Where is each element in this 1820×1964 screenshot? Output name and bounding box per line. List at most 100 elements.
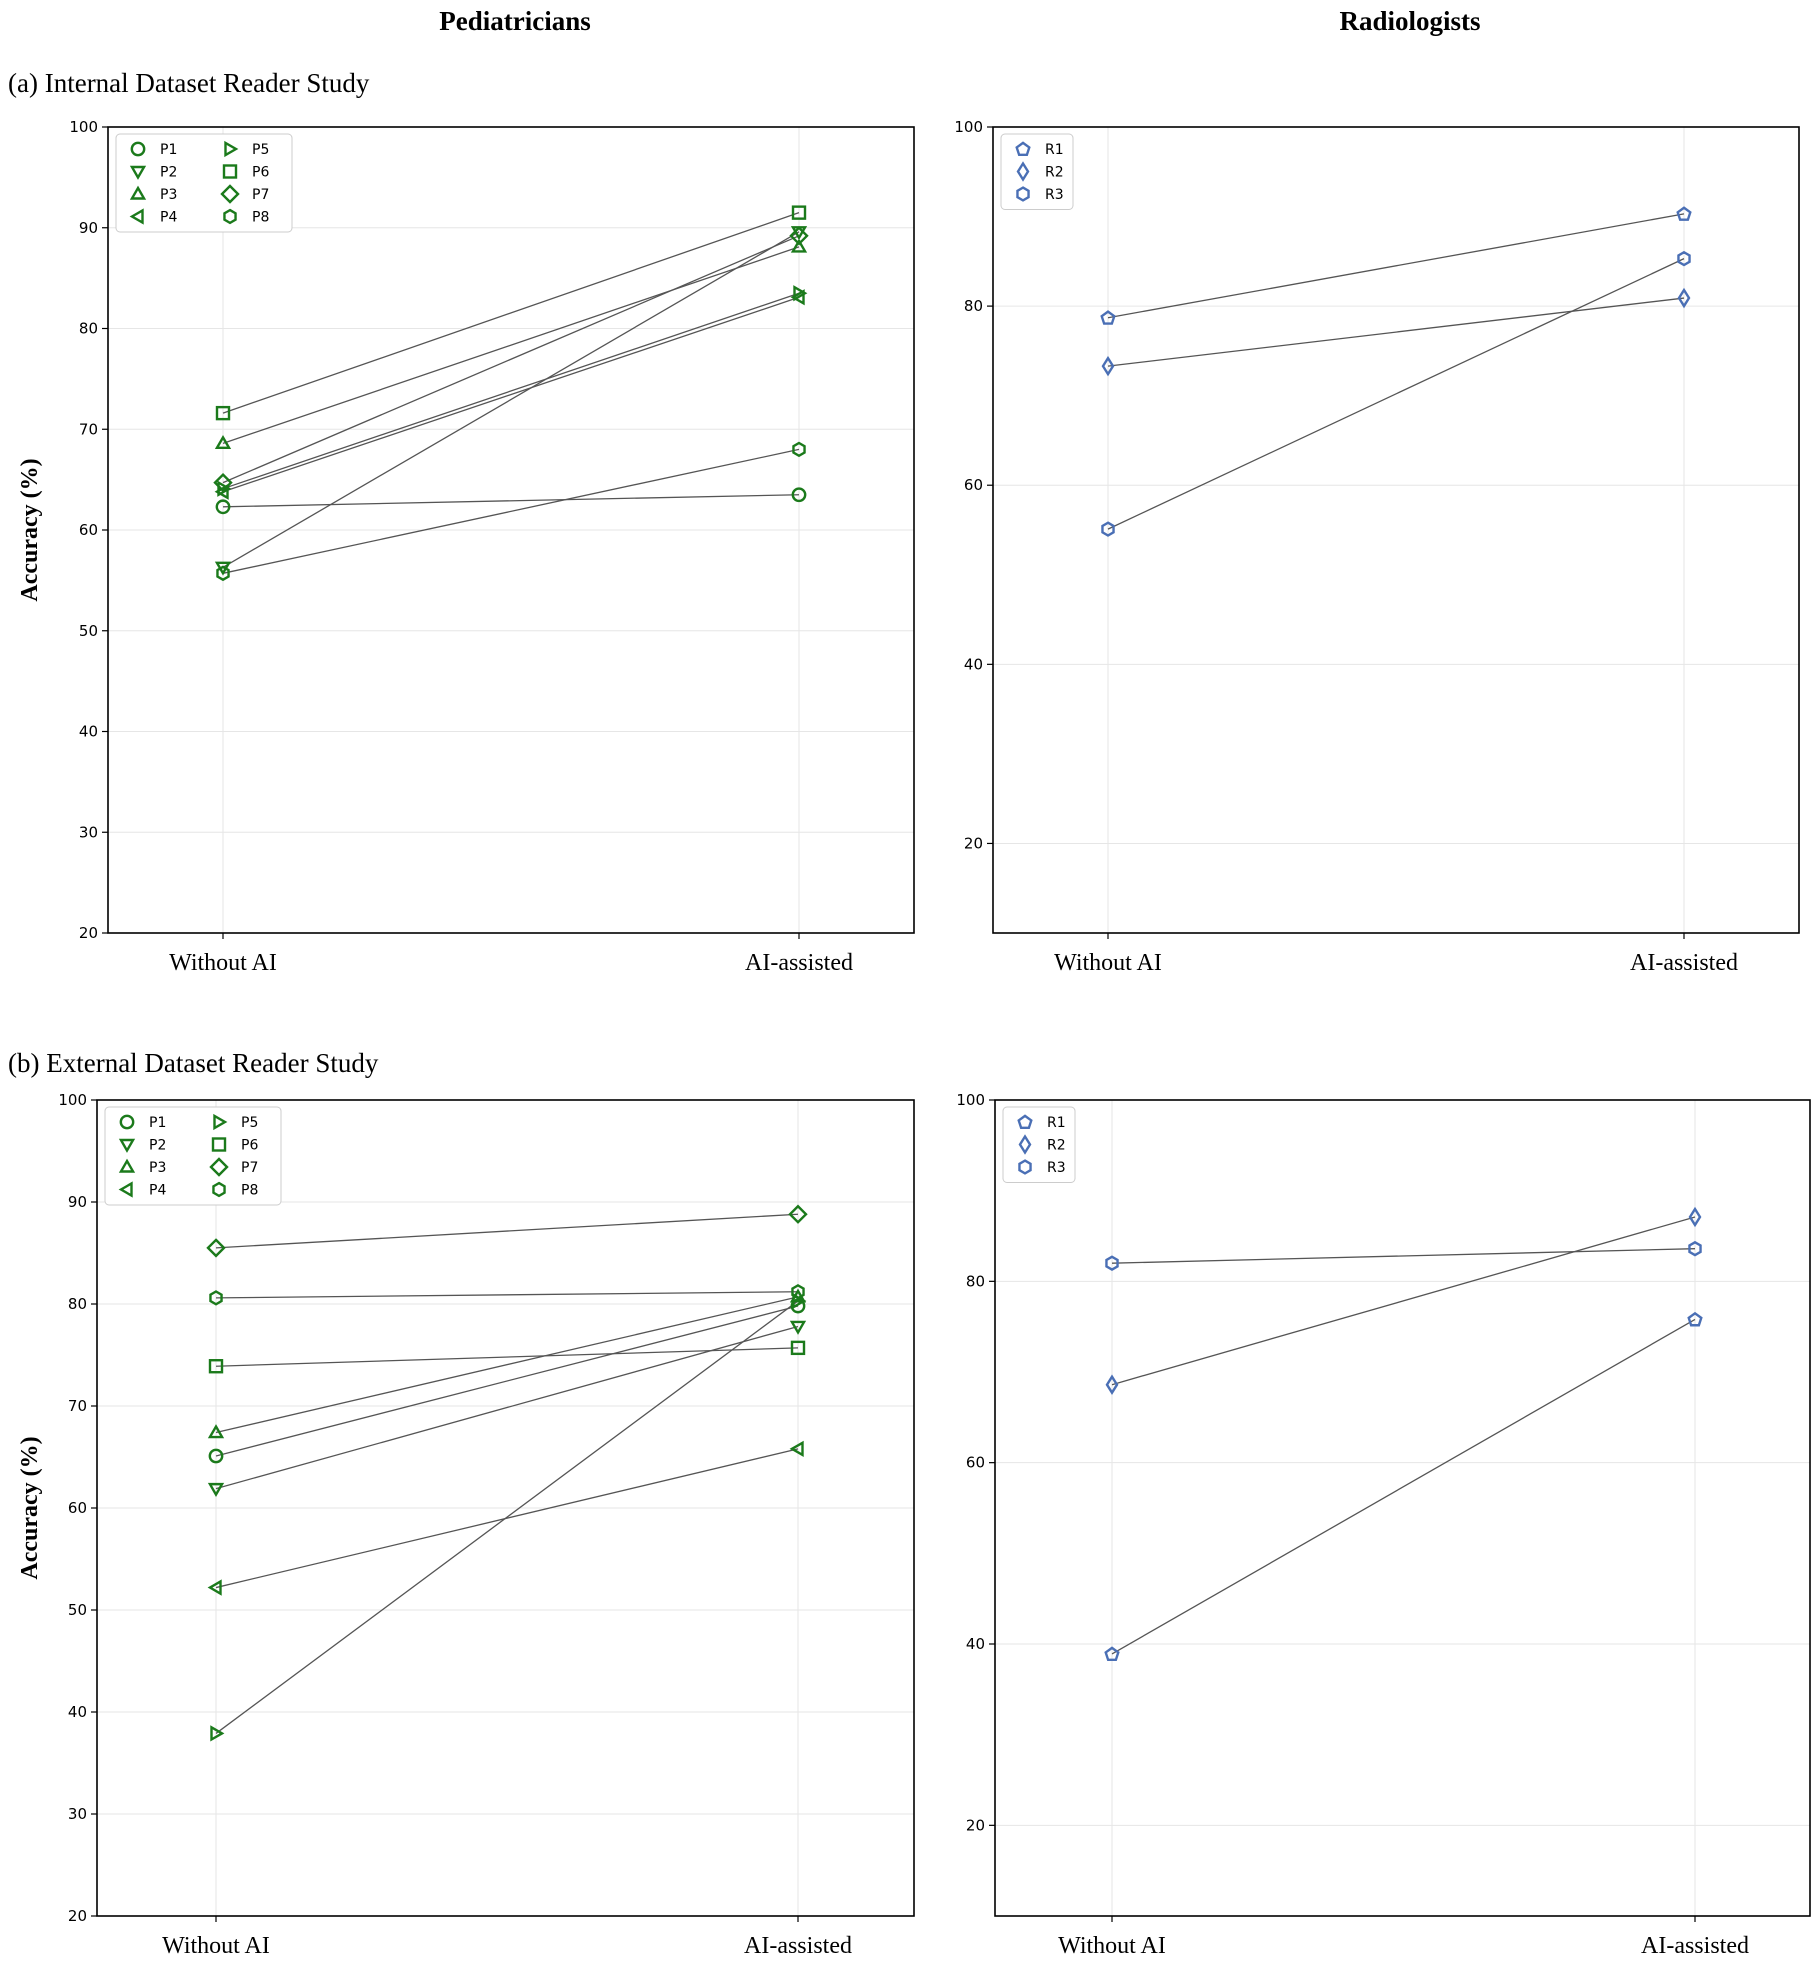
chart-b-rad: 20 40 60 80 100 Without AI AI-assisted R1 R2 R3 [956,1091,1811,1959]
data-point-r3 [1688,1240,1702,1257]
x-tick-label: Without AI [1058,1933,1166,1959]
y-tick-label: 80 [966,1272,985,1290]
section-label-internal: (a) Internal Dataset Reader Study [8,68,370,98]
legend-marker-r1 [1015,141,1031,157]
series-line-p4 [222,296,800,493]
y-tick-label: 60 [79,521,98,539]
data-point-p3 [790,238,808,253]
legend-marker-p3 [118,1158,136,1173]
y-tick-label: 100 [69,118,98,136]
data-point-p6 [791,205,807,220]
x-tick-label: AI-assisted [1641,1933,1749,1959]
y-tick-label: 100 [58,1091,87,1109]
data-point-p7 [213,472,233,493]
data-point-p3 [214,434,232,450]
y-tick-label: 20 [964,834,983,852]
charts: 20 30 40 50 60 70 80 90 100 Without AI AI-assisted… [17,118,1811,1959]
legend-marker-p3 [129,185,147,200]
y-tick-label: 40 [964,655,983,673]
legend-label-r2: R2 [1047,1138,1066,1154]
data-point-r1 [1687,1311,1703,1327]
legend-label-p1: P1 [149,1115,166,1131]
legend-marker-r3 [1016,186,1030,202]
series-line-p8 [215,1291,799,1299]
y-tick-label: 60 [966,1454,985,1472]
data-point-p5 [210,1725,225,1742]
data-point-p8 [216,565,230,582]
y-tick-label: 30 [79,823,98,841]
legend-marker-r3 [1018,1159,1032,1175]
legend-marker-p2 [129,165,147,180]
data-point-p6 [208,1359,224,1374]
y-tick-label: 50 [68,1601,87,1619]
y-tick-label: 20 [966,1816,985,1834]
legend-label-r3: R3 [1047,1160,1066,1176]
series-line-r3 [1107,258,1685,530]
y-tick-label: 40 [68,1703,87,1721]
legend-marker-r2 [1018,1134,1032,1155]
x-tick-label: AI-assisted [744,1933,852,1959]
y-tick-label: 50 [79,622,98,640]
y-tick-label: 100 [954,118,983,136]
legend-marker-p5 [213,1113,228,1131]
legend: P1 P2 P3 P4 P5 P6 P7 P8 [115,133,293,233]
legend-label-r1: R1 [1047,1115,1066,1131]
x-tick-label: Without AI [169,950,277,976]
legend-frame [115,133,293,233]
data-point-r2 [1101,355,1115,377]
data-point-p8 [209,1290,223,1306]
legend-label-p5: P5 [252,142,269,158]
series-line-r2 [1111,1216,1696,1386]
y-tick-label: 20 [79,924,98,942]
legend: R1 R2 R3 [1002,1106,1076,1183]
legend-label-p2: P2 [149,1138,166,1154]
legend-label-p1: P1 [160,142,177,158]
data-point-p6 [790,1340,806,1356]
data-point-r2 [1677,287,1691,309]
y-tick-label: 40 [966,1635,985,1653]
plot-frame [992,126,1800,934]
y-tick-label: 30 [68,1805,87,1823]
legend-marker-r1 [1017,1114,1033,1130]
series-line-p1 [215,1305,799,1457]
series-line-p4 [215,1448,799,1589]
y-tick-label: 20 [68,1907,87,1925]
data-point-p5 [793,285,808,302]
x-tick-label: Without AI [162,1933,270,1959]
series-line-p7 [215,1213,799,1249]
legend-frame [104,1106,282,1206]
legend-label-p5: P5 [241,1115,258,1131]
legend-label-p3: P3 [149,1160,166,1176]
legend-marker-p7 [220,184,240,204]
data-point-p4 [790,289,805,306]
data-point-r1 [1676,206,1692,221]
data-point-r3 [1677,250,1691,267]
legend-marker-p2 [118,1138,136,1153]
series-line-p5 [215,1300,799,1734]
data-point-r3 [1101,521,1115,537]
legend-label-r2: R2 [1045,165,1064,181]
data-point-p7 [789,226,809,246]
data-point-r1 [1104,1646,1120,1662]
legend-label-p7: P7 [241,1160,258,1176]
data-point-p2 [789,1320,807,1335]
x-tick-label: Without AI [1054,950,1162,976]
data-point-p5 [217,480,232,497]
legend-marker-p1 [119,1114,135,1130]
y-tick-label: 60 [964,476,983,494]
data-point-r3 [1105,1255,1119,1271]
series-line-p5 [222,292,800,490]
data-point-p7 [206,1238,226,1258]
chart-a-ped: 20 30 40 50 60 70 80 90 100 Without AI AI-assisted… [17,118,915,976]
column-title-pediatricians: Pediatricians [439,6,590,36]
legend-marker-p8 [223,208,237,225]
series-line-p3 [222,246,800,444]
series-line-r1 [1107,213,1685,319]
x-tick-label: AI-assisted [1630,950,1738,976]
legend-marker-p8 [212,1181,226,1198]
series-line-p6 [222,212,800,414]
legend-marker-p4 [118,1181,133,1198]
data-point-p4 [207,1579,222,1596]
series-line-r1 [1111,1318,1696,1655]
